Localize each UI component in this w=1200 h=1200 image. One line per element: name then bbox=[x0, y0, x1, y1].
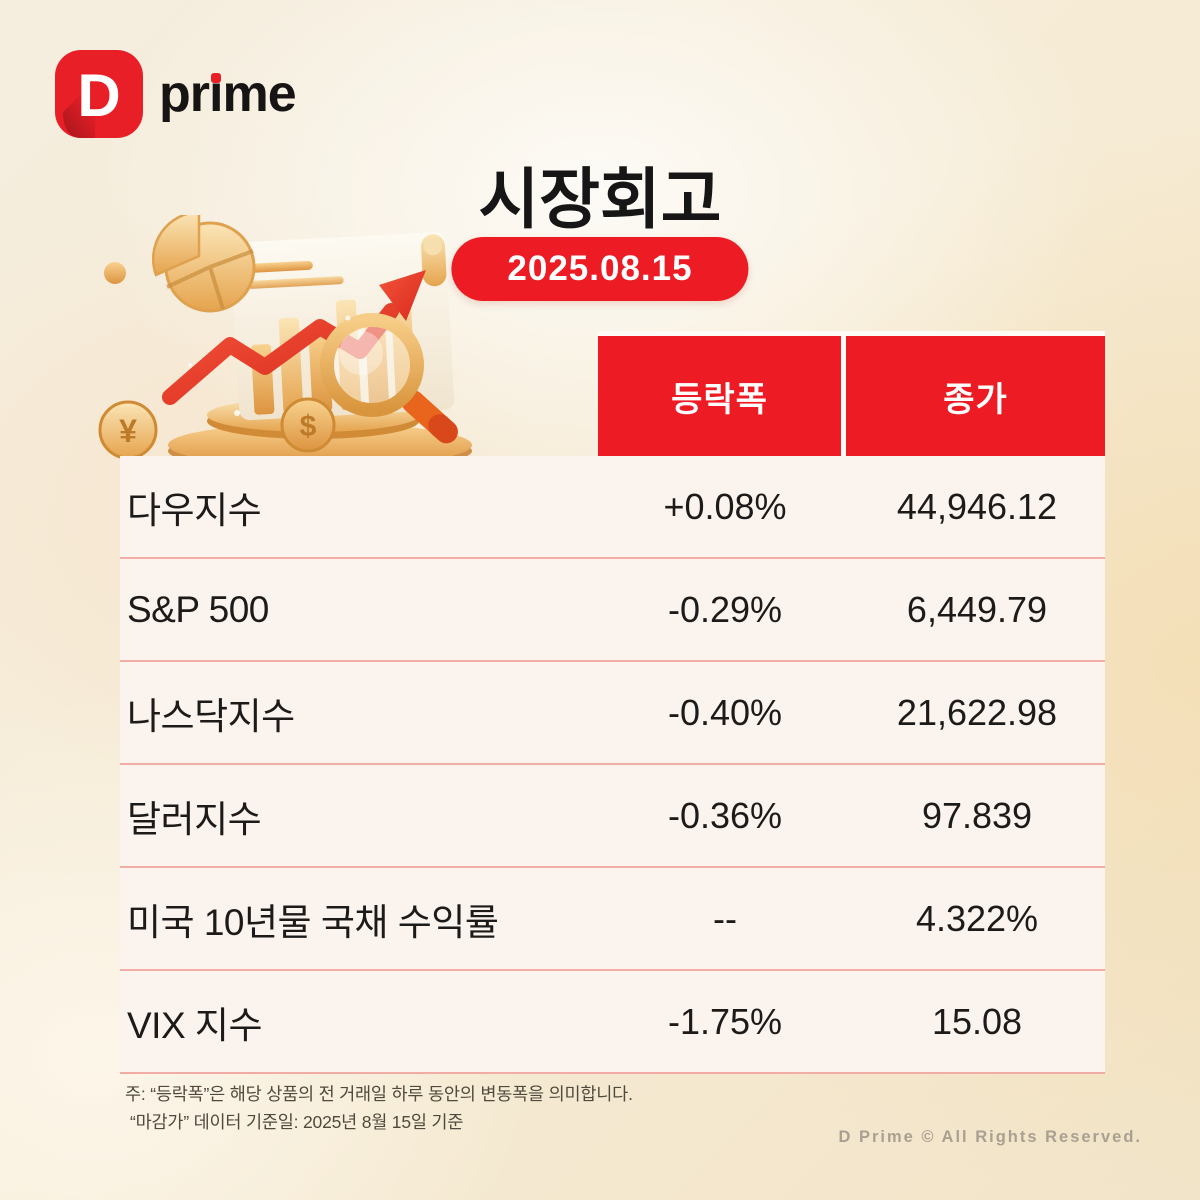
wordmark-part: me bbox=[222, 65, 296, 123]
brand-logo: D pr ı me bbox=[55, 50, 297, 138]
brand-wordmark: pr ı me bbox=[159, 50, 297, 138]
footnote-line: “마감가” 데이터 기준일: 2025년 8월 15일 기준 bbox=[130, 1112, 464, 1132]
table-row: VIX 지수 -1.75% 15.08 bbox=[120, 971, 1105, 1074]
wordmark-part: pr bbox=[159, 65, 210, 123]
svg-text:D: D bbox=[77, 62, 120, 129]
footnote-line: 주: “등락폭”은 해당 상품의 전 거래일 하루 동안의 변동폭을 의미합니다… bbox=[125, 1084, 633, 1104]
row-change: -0.29% bbox=[667, 588, 783, 630]
row-close: 4.322% bbox=[915, 897, 1039, 939]
red-dot-icon bbox=[210, 73, 221, 83]
gold-sphere-icon bbox=[104, 262, 126, 284]
table-row: 미국 10년물 국채 수익률 -- 4.322% bbox=[120, 868, 1105, 971]
row-label: VIX 지수 bbox=[127, 1004, 263, 1046]
row-label: S&P 500 bbox=[127, 588, 269, 630]
market-table: 다우지수 +0.08% 44,946.12 S&P 500 -0.29% 6,4… bbox=[120, 456, 1105, 1074]
row-change: -1.75% bbox=[667, 1000, 783, 1042]
svg-text:$: $ bbox=[300, 410, 317, 443]
table-row: 나스닥지수 -0.40% 21,622.98 bbox=[120, 662, 1105, 765]
row-label: 나스닥지수 bbox=[127, 695, 295, 737]
market-chart-3d-illustration-icon: $ ¥ bbox=[98, 215, 472, 470]
dollar-coin-icon: $ bbox=[280, 397, 336, 453]
page-title: 시장회고 bbox=[478, 162, 722, 236]
row-label: 달러지수 bbox=[127, 798, 262, 840]
table-header: 등락폭 종가 bbox=[598, 331, 1105, 456]
row-close: 97.839 bbox=[921, 794, 1033, 836]
row-change: +0.08% bbox=[663, 485, 787, 527]
row-change: -0.36% bbox=[667, 794, 783, 836]
copyright: D Prime © All Rights Reserved. bbox=[838, 1128, 1142, 1146]
table-row: 다우지수 +0.08% 44,946.12 bbox=[120, 456, 1105, 559]
row-label: 다우지수 bbox=[127, 489, 262, 531]
pie-chart-icon bbox=[151, 215, 256, 313]
column-header-change: 등락폭 bbox=[598, 336, 841, 456]
wordmark-i: ı bbox=[209, 65, 223, 123]
row-label: 미국 10년물 국채 수익률 bbox=[127, 901, 499, 943]
table-row: 달러지수 -0.36% 97.839 bbox=[120, 765, 1105, 868]
row-change: -0.40% bbox=[667, 691, 783, 733]
footnotes: 주: “등락폭”은 해당 상품의 전 거래일 하루 동안의 변동폭을 의미합니다… bbox=[125, 1080, 633, 1136]
rising-arrow-icon bbox=[162, 270, 426, 405]
yen-coin-icon: ¥ bbox=[98, 400, 158, 460]
magnifier-icon bbox=[320, 313, 458, 444]
svg-text:¥: ¥ bbox=[119, 413, 137, 449]
row-close: 15.08 bbox=[931, 1000, 1023, 1042]
dprime-logo-icon: D bbox=[55, 50, 143, 138]
date-badge: 2025.08.15 bbox=[451, 237, 749, 301]
row-close: 6,449.79 bbox=[906, 588, 1048, 630]
table-row: S&P 500 -0.29% 6,449.79 bbox=[120, 559, 1105, 662]
row-close: 21,622.98 bbox=[896, 691, 1058, 733]
column-header-close: 종가 bbox=[846, 336, 1105, 456]
row-change: -- bbox=[713, 897, 737, 939]
row-close: 44,946.12 bbox=[896, 485, 1058, 527]
